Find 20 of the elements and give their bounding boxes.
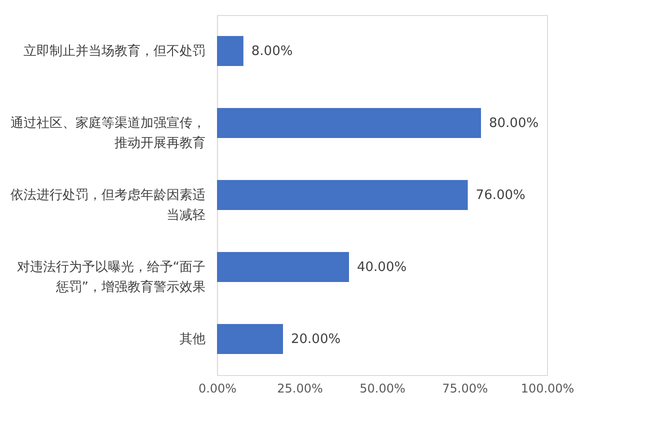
x-tick-label: 100.00%	[520, 382, 574, 396]
y-tick-label: 依法进行处罚，但考虑年龄因素适当减轻	[10, 188, 206, 223]
bar	[217, 180, 468, 210]
x-tick-label: 25.00%	[277, 382, 323, 396]
bar	[217, 108, 481, 138]
data-label: 76.00%	[476, 188, 526, 203]
data-label: 8.00%	[251, 44, 293, 59]
y-tick-label: 通过社区、家庭等渠道加强宣传，推动开展再教育	[10, 115, 206, 151]
x-tick-label: 75.00%	[442, 382, 488, 396]
x-tick-label: 0.00%	[198, 382, 237, 396]
x-tick-label: 50.00%	[360, 382, 406, 396]
bar	[217, 324, 283, 354]
y-tick-label: 其他	[180, 332, 206, 347]
data-label: 40.00%	[357, 260, 407, 275]
y-tick-label: 立即制止并当场教育，但不处罚	[24, 43, 206, 59]
data-label: 80.00%	[489, 116, 539, 131]
y-tick-label: 对违法行为予以曝光，给予“面子惩罚”，增强教育警示效果	[16, 260, 206, 295]
bar	[217, 252, 349, 282]
bar	[217, 36, 244, 66]
data-label: 20.00%	[291, 332, 341, 347]
